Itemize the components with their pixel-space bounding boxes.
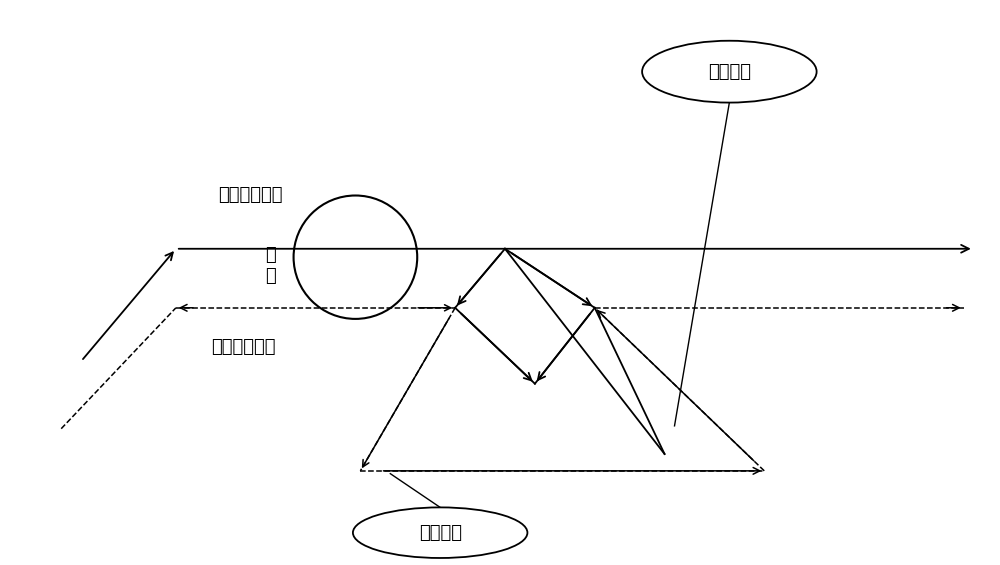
Text: 全局干涉: 全局干涉 (708, 63, 751, 81)
Text: 刀
具: 刀 具 (265, 246, 276, 285)
Text: 全局干涉: 全局干涉 (419, 524, 462, 542)
Text: 刀具外侧路径: 刀具外侧路径 (218, 186, 283, 205)
Ellipse shape (642, 41, 817, 103)
Ellipse shape (353, 507, 527, 558)
Text: 工件加工路径: 工件加工路径 (211, 338, 275, 356)
